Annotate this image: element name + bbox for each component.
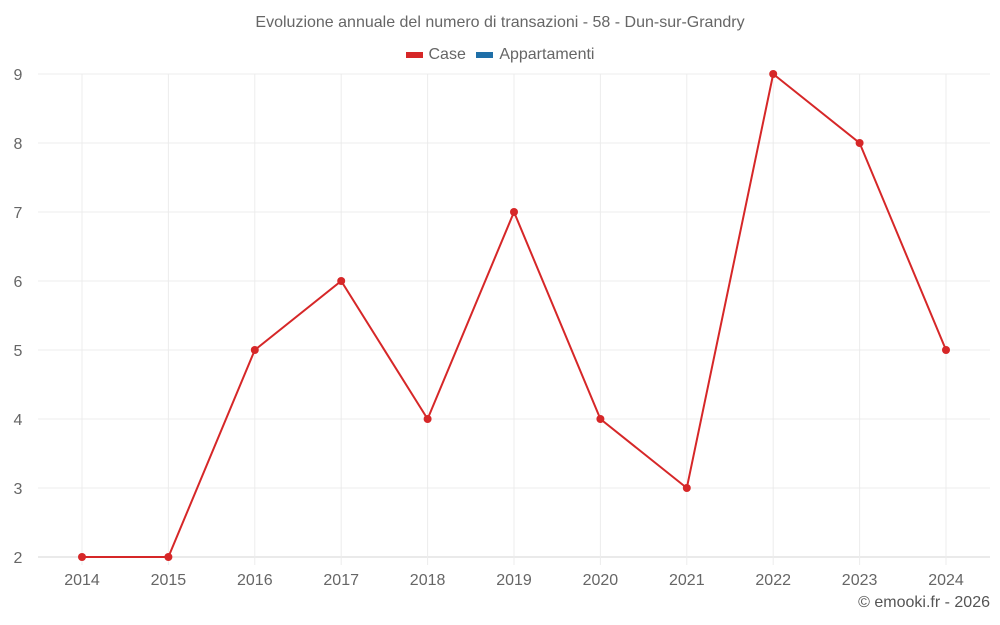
chart-legend: Case Appartamenti xyxy=(0,45,1000,64)
data-point[interactable] xyxy=(164,553,173,561)
y-tick-label: 6 xyxy=(14,274,23,291)
y-axis: 2 3 4 5 6 7 8 9 xyxy=(14,67,23,567)
copyright-credit: © emooki.fr - 2026 xyxy=(858,594,990,611)
data-point[interactable] xyxy=(596,415,605,423)
x-tick-label: 2021 xyxy=(669,572,705,589)
data-point[interactable] xyxy=(78,553,86,561)
x-tick-label: 2022 xyxy=(755,572,791,589)
data-point[interactable] xyxy=(337,277,346,285)
data-point[interactable] xyxy=(510,208,518,216)
y-tick-label: 8 xyxy=(14,136,23,153)
x-tick-label: 2015 xyxy=(151,572,187,589)
x-tick-label: 2018 xyxy=(410,572,446,589)
data-point[interactable] xyxy=(855,139,864,147)
legend-swatch-case xyxy=(405,52,423,58)
chart-title: Evoluzione annuale del numero di transaz… xyxy=(255,14,745,31)
x-axis: 2014 2015 2016 2017 2018 2019 2020 2021 2022 2023… xyxy=(64,572,964,589)
y-tick-label: 7 xyxy=(14,205,23,222)
y-tick-label: 5 xyxy=(14,343,23,360)
grid-lines xyxy=(38,73,990,565)
x-tick-label: 2023 xyxy=(842,572,878,589)
y-tick-label: 9 xyxy=(14,67,23,84)
x-tick-label: 2019 xyxy=(496,572,532,589)
data-point[interactable] xyxy=(250,346,259,354)
data-point[interactable] xyxy=(769,70,778,78)
legend-swatch-appartamenti xyxy=(476,52,494,58)
x-tick-label: 2014 xyxy=(64,572,100,589)
x-tick-label: 2017 xyxy=(323,572,359,589)
series-case xyxy=(78,70,950,561)
x-tick-label: 2020 xyxy=(583,572,619,589)
y-tick-label: 2 xyxy=(14,550,23,567)
legend-item-case[interactable]: Case xyxy=(405,46,466,64)
y-tick-label: 4 xyxy=(14,412,23,429)
data-point[interactable] xyxy=(682,484,691,492)
x-tick-label: 2016 xyxy=(237,572,273,589)
data-point[interactable] xyxy=(942,346,950,354)
legend-item-appartamenti[interactable]: Appartamenti xyxy=(476,46,594,64)
legend-label-case: Case xyxy=(428,46,466,63)
legend-label-appartamenti: Appartamenti xyxy=(499,46,595,63)
y-tick-label: 3 xyxy=(14,481,23,498)
data-point[interactable] xyxy=(423,415,432,423)
x-tick-label: 2024 xyxy=(928,572,964,589)
